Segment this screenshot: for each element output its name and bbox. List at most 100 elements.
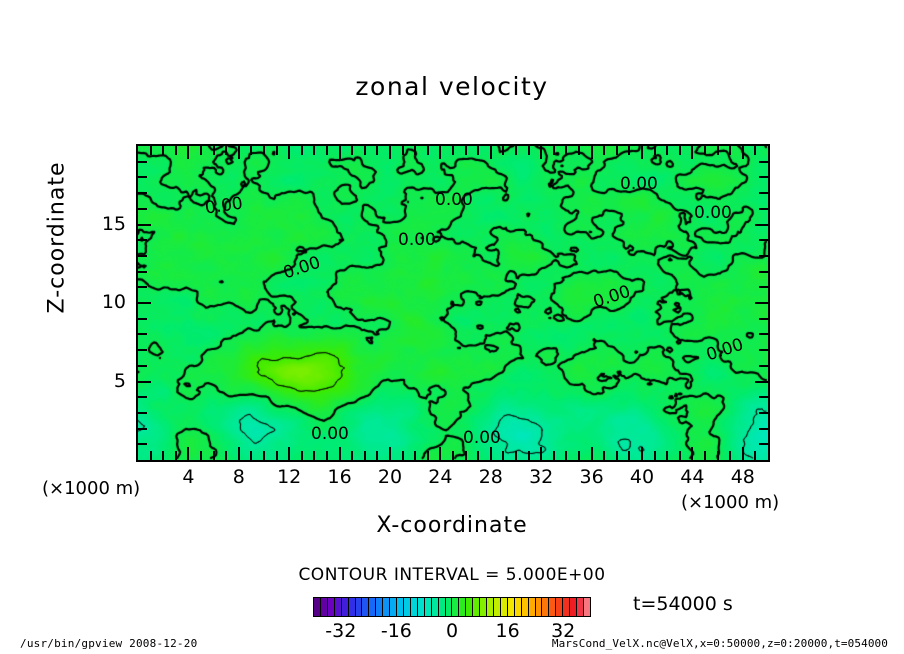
contour-label: 0.00 <box>435 190 473 210</box>
colorbar-swatch <box>493 598 501 616</box>
colorbar-swatch <box>473 598 481 616</box>
x-axis-tick <box>288 146 291 159</box>
x-axis-unit-right: (×1000 m) <box>681 492 780 513</box>
x-axis-tick <box>578 451 580 460</box>
contour-label: 0.00 <box>311 424 349 444</box>
colorbar-swatch <box>549 598 557 616</box>
x-axis-tick <box>565 451 568 460</box>
x-axis-tick <box>376 451 379 460</box>
x-axis-tick <box>565 146 568 155</box>
colorbar-swatch <box>556 598 564 616</box>
x-axis-tick <box>641 146 643 159</box>
x-axis-tick <box>250 451 253 460</box>
x-axis-tick <box>439 146 442 159</box>
x-axis-tick <box>578 146 580 155</box>
x-axis-tick <box>716 451 719 460</box>
x-axis-tick <box>313 451 316 460</box>
contour-label: 0.00 <box>694 203 732 223</box>
y-axis-tick-label: 15 <box>101 212 126 235</box>
x-axis-tick <box>288 447 291 460</box>
y-axis-tick <box>138 286 147 289</box>
contour-interval-label: CONTOUR INTERVAL = 5.000E+00 <box>298 565 606 585</box>
x-axis-tick <box>552 146 555 155</box>
y-axis-tick <box>138 396 147 399</box>
x-axis-tick <box>389 447 391 460</box>
x-axis-tick-label: 36 <box>579 466 604 488</box>
colorbar-swatch <box>480 598 488 616</box>
colorbar-swatch <box>514 598 522 616</box>
colorbar-swatch <box>390 598 398 616</box>
x-axis-tick <box>426 146 429 155</box>
x-axis-tick <box>401 451 404 460</box>
y-axis-tick <box>759 364 768 367</box>
y-axis-tick <box>755 302 768 304</box>
contour-plot-area <box>136 144 770 462</box>
colorbar-swatch <box>583 598 590 616</box>
x-axis-tick <box>590 447 593 460</box>
colorbar <box>313 597 591 617</box>
y-axis-tick <box>138 239 147 242</box>
x-axis-tick <box>678 451 681 460</box>
x-axis-tick <box>477 146 480 155</box>
x-axis-tick <box>678 146 681 155</box>
colorbar-swatch <box>355 598 363 616</box>
contour-label: 0.00 <box>620 174 658 194</box>
y-axis-tick <box>759 396 768 399</box>
y-axis-tick-label: 5 <box>113 369 126 392</box>
x-axis-tick-label: 48 <box>730 466 755 488</box>
x-axis-tick <box>212 146 215 155</box>
y-axis-tick <box>759 160 768 163</box>
y-axis-tick <box>138 192 147 195</box>
x-axis-unit-left: (×1000 m) <box>42 478 141 499</box>
x-axis-tick <box>263 146 265 155</box>
colorbar-swatch <box>410 598 418 616</box>
y-axis-tick <box>759 176 768 179</box>
x-axis-tick <box>615 451 618 460</box>
colorbar-swatch <box>424 598 432 616</box>
page-title: zonal velocity <box>355 72 549 101</box>
x-axis-tick <box>326 451 328 460</box>
x-axis-tick <box>691 146 694 159</box>
y-axis-tick <box>138 160 147 163</box>
x-axis-tick-label: 4 <box>182 466 195 488</box>
x-axis-tick <box>653 451 656 460</box>
x-axis-tick <box>515 146 517 155</box>
x-axis-tick-label: 32 <box>529 466 554 488</box>
x-axis-tick <box>401 146 404 155</box>
x-axis-tick <box>275 451 278 460</box>
x-axis-tick <box>527 146 530 155</box>
colorbar-swatch <box>397 598 404 616</box>
colorbar-swatch <box>521 598 529 616</box>
footer-command: /usr/bin/gpview 2008-12-20 <box>20 637 198 650</box>
contour-label: 0.00 <box>398 230 436 250</box>
x-axis-tick <box>452 451 454 460</box>
x-axis-tick <box>704 451 706 460</box>
y-axis-tick <box>759 254 768 257</box>
colorbar-swatch <box>528 598 536 616</box>
x-axis-tick <box>300 451 303 460</box>
x-axis-tick <box>716 146 719 155</box>
x-axis-tick <box>376 146 379 155</box>
x-axis-tick <box>515 451 517 460</box>
y-axis-tick <box>759 411 768 414</box>
x-axis-tick <box>666 451 669 460</box>
x-axis-title: X-coordinate <box>376 513 528 538</box>
x-axis-tick <box>628 146 631 155</box>
x-axis-tick <box>212 451 215 460</box>
x-axis-tick-label: 16 <box>327 466 352 488</box>
x-axis-tick <box>464 146 467 155</box>
colorbar-swatch <box>542 598 550 616</box>
colorbar-swatch <box>577 598 584 616</box>
x-axis-tick <box>741 146 744 159</box>
y-axis-tick <box>759 349 768 352</box>
y-axis-tick <box>138 333 147 336</box>
x-axis-tick <box>200 146 202 155</box>
y-axis-tick <box>759 192 768 195</box>
y-axis-tick <box>755 223 768 226</box>
x-axis-tick-label: 44 <box>680 466 705 488</box>
x-axis-tick <box>729 451 732 460</box>
x-axis-tick <box>754 451 757 460</box>
colorbar-tick-label: 16 <box>495 620 520 642</box>
x-axis-tick <box>162 451 165 460</box>
x-axis-tick-label: 40 <box>629 466 655 488</box>
